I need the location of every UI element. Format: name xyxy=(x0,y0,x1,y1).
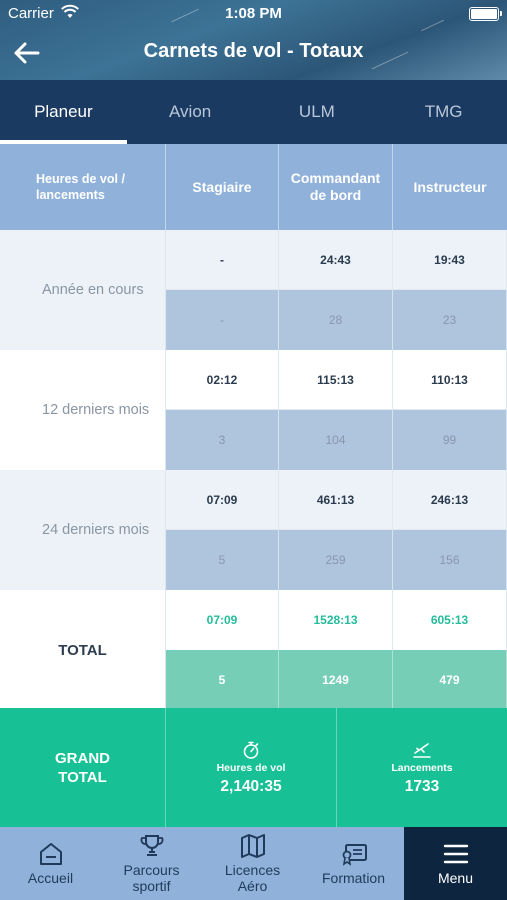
launches-cell: - xyxy=(166,290,279,350)
hours-cell: 246:13 xyxy=(393,470,507,530)
grand-total-text: GRAND TOTAL xyxy=(55,749,110,786)
total-label: TOTAL xyxy=(0,590,166,710)
row-label: 24 derniers mois xyxy=(0,470,166,590)
page-title: Carnets de vol - Totaux xyxy=(143,40,364,62)
nav-label: Menu xyxy=(437,870,474,886)
nav-label: Formation xyxy=(321,870,386,886)
total-launches-cell: 479 xyxy=(393,650,507,710)
header-instructeur: Instructeur xyxy=(393,144,507,230)
hours-cell: - xyxy=(166,230,279,290)
app-header: Carrier 1:08 PM Carnets de vol - Totaux xyxy=(0,0,507,80)
nav-licences-aero[interactable]: Licences Aéro xyxy=(202,827,303,900)
tab-tmg[interactable]: TMG xyxy=(424,102,463,121)
hours-cell: 19:43 xyxy=(393,230,507,290)
hours-cell: 110:13 xyxy=(393,350,507,410)
grand-total-launches: Lancements 1733 xyxy=(337,708,507,827)
launches-row: 5 259 156 xyxy=(166,530,507,590)
hours-row: 07:09 461:13 246:13 xyxy=(166,470,507,530)
tab-ulm[interactable]: ULM xyxy=(298,102,335,121)
table-row: 24 derniers mois 07:09 461:13 246:13 5 2… xyxy=(0,470,507,590)
home-icon xyxy=(39,843,62,865)
total-hours-cell: 07:09 xyxy=(166,590,279,650)
battery-icon xyxy=(469,7,502,21)
table-row: Année en cours - 24:43 19:43 - 28 23 xyxy=(0,230,507,350)
total-row: TOTAL 07:09 1528:13 605:13 5 1249 479 xyxy=(0,590,507,710)
launches-cell: 259 xyxy=(279,530,393,590)
glider-launch-icon xyxy=(413,742,431,758)
header-commandant: Commandant de bord xyxy=(279,144,393,230)
totals-table: Heures de vol / lancements Stagiaire Com… xyxy=(0,144,507,710)
row-label: 12 derniers mois xyxy=(0,350,166,470)
bottom-navigation: Accueil Parcours sportif Licences Aéro F… xyxy=(0,827,507,900)
hours-cell: 461:13 xyxy=(279,470,393,530)
hours-cell: 07:09 xyxy=(166,470,279,530)
nav-accueil[interactable]: Accueil xyxy=(0,827,101,900)
nav-label: Licences Aéro xyxy=(224,862,281,894)
header-stagiaire: Stagiaire xyxy=(166,144,279,230)
launches-row: - 28 23 xyxy=(166,290,507,350)
flight-hours-label: Heures de vol xyxy=(216,761,286,774)
launches-cell: 156 xyxy=(393,530,507,590)
nav-parcours-sportif[interactable]: Parcours sportif xyxy=(101,827,202,900)
nav-label: Accueil xyxy=(27,870,74,886)
table-header-row: Heures de vol / lancements Stagiaire Com… xyxy=(0,144,507,230)
grand-total-panel: GRAND TOTAL Heures de vol 2,140:35 Lance… xyxy=(0,708,507,827)
certificate-icon xyxy=(342,844,367,866)
carrier-label: Carrier xyxy=(8,5,54,22)
hours-cell: 02:12 xyxy=(166,350,279,410)
back-arrow-icon[interactable] xyxy=(12,38,42,68)
launches-cell: 99 xyxy=(393,410,507,470)
launches-row: 3 104 99 xyxy=(166,410,507,470)
total-hours-cell: 605:13 xyxy=(393,590,507,650)
hamburger-icon xyxy=(443,844,468,864)
map-icon xyxy=(240,834,265,858)
grand-total-hours: Heures de vol 2,140:35 xyxy=(166,708,337,827)
hours-cell: 24:43 xyxy=(279,230,393,290)
total-launches-cell: 5 xyxy=(166,650,279,710)
category-tabs: Planeur Avion ULM TMG xyxy=(0,80,507,144)
table-row: 12 derniers mois 02:12 115:13 110:13 3 1… xyxy=(0,350,507,470)
clock: 1:08 PM xyxy=(225,5,282,22)
total-launches-row: 5 1249 479 xyxy=(166,650,507,710)
grand-total-label: GRAND TOTAL xyxy=(0,708,166,827)
hours-cell: 115:13 xyxy=(279,350,393,410)
trophy-icon xyxy=(140,835,163,856)
hours-row: - 24:43 19:43 xyxy=(166,230,507,290)
launches-cell: 23 xyxy=(393,290,507,350)
launches-cell: 3 xyxy=(166,410,279,470)
status-bar: Carrier 1:08 PM xyxy=(0,0,507,28)
tab-planeur[interactable]: Planeur xyxy=(0,80,127,144)
launches-cell: 28 xyxy=(279,290,393,350)
total-launches-cell: 1249 xyxy=(279,650,393,710)
launches-value: 1733 xyxy=(404,777,440,795)
hours-row: 02:12 115:13 110:13 xyxy=(166,350,507,410)
tab-avion[interactable]: Avion xyxy=(169,102,212,121)
launches-label: Lancements xyxy=(391,761,453,774)
wifi-icon xyxy=(61,4,79,18)
row-label: Année en cours xyxy=(0,230,166,350)
launches-cell: 104 xyxy=(279,410,393,470)
flight-hours-value: 2,140:35 xyxy=(220,777,282,795)
total-hours-row: 07:09 1528:13 605:13 xyxy=(166,590,507,650)
stopwatch-icon xyxy=(243,741,259,759)
header-hours-launches: Heures de vol / lancements xyxy=(0,144,166,230)
total-hours-cell: 1528:13 xyxy=(279,590,393,650)
launches-cell: 5 xyxy=(166,530,279,590)
nav-label: Parcours sportif xyxy=(123,862,180,894)
nav-formation[interactable]: Formation xyxy=(303,827,404,900)
nav-menu[interactable]: Menu xyxy=(404,827,507,900)
